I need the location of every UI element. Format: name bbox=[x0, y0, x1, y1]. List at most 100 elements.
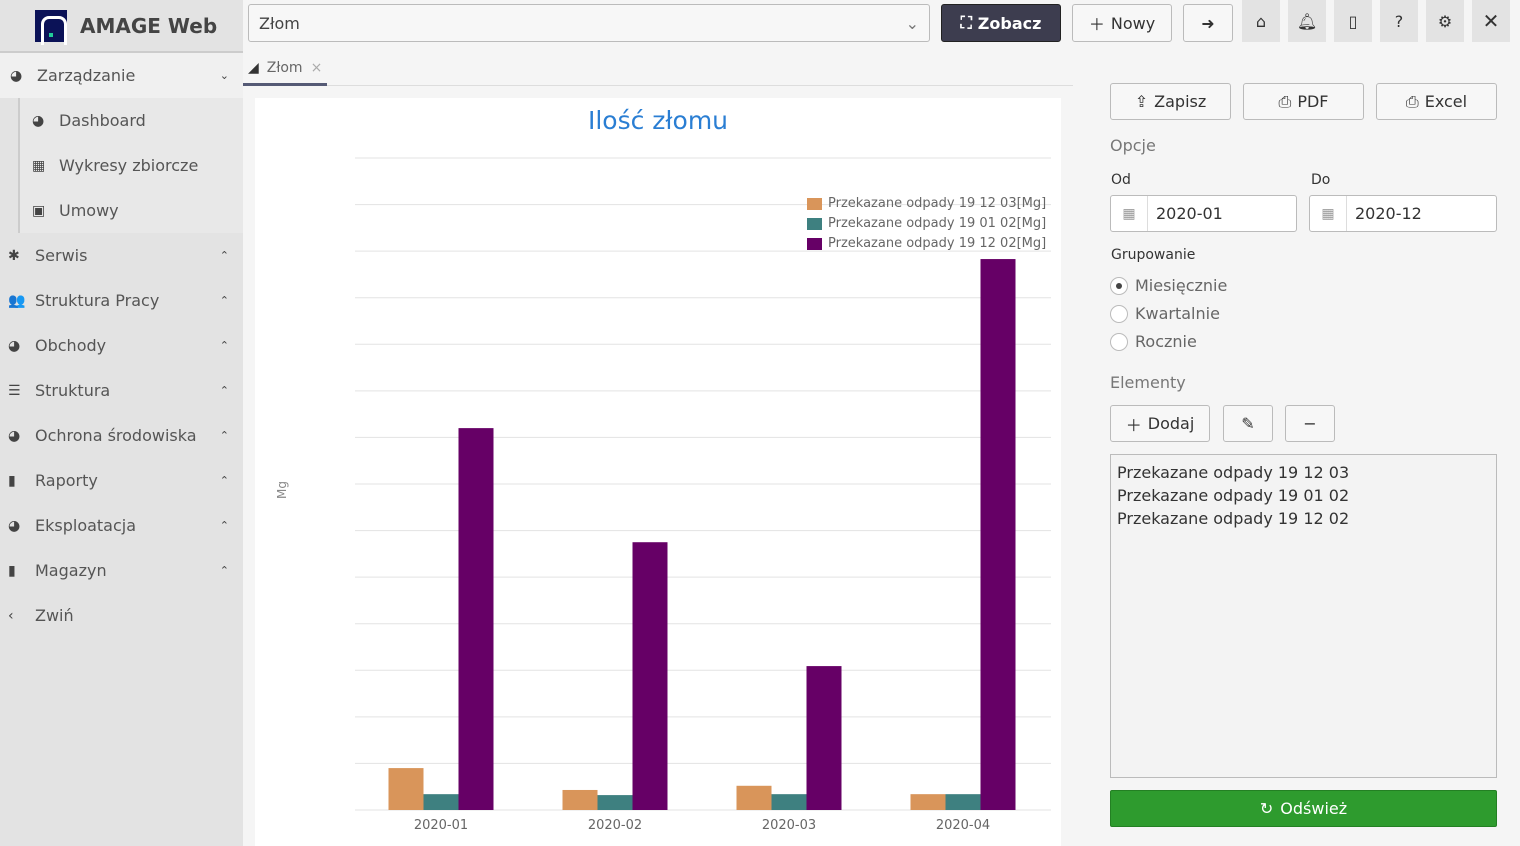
list-item[interactable]: Przekazane odpady 19 01 02 bbox=[1117, 486, 1350, 505]
pdf-button[interactable]: ⎙ PDF bbox=[1243, 83, 1364, 120]
question-icon: ? bbox=[1394, 11, 1404, 31]
chart-title: Ilość złomu bbox=[587, 106, 729, 135]
bar[interactable] bbox=[632, 542, 668, 810]
radio-quarterly[interactable]: Kwartalnie bbox=[1110, 304, 1220, 323]
chart-panel: Ilość złomu Mg Przekazane odpady 19 12 0… bbox=[255, 98, 1061, 846]
report-select[interactable]: Złom ⌄ bbox=[248, 4, 930, 42]
chevron-up-icon: ⌃ bbox=[219, 474, 229, 487]
area-chart-icon: ◢ bbox=[248, 59, 259, 76]
bar[interactable] bbox=[910, 794, 946, 810]
legend-item[interactable]: Przekazane odpady 19 12 02[Mg] bbox=[807, 234, 1046, 254]
minus-icon: − bbox=[1303, 414, 1317, 433]
options-heading: Opcje bbox=[1110, 136, 1156, 155]
app-title: AMAGE Web bbox=[80, 13, 218, 38]
home-icon: ⌂ bbox=[1255, 11, 1267, 31]
refresh-button[interactable]: ↻ Odśwież bbox=[1110, 790, 1497, 827]
x-tick-label: 2020-04 bbox=[935, 818, 991, 833]
radio-button[interactable] bbox=[1110, 276, 1128, 295]
sidebar-item-raporty[interactable]: ▮ Raporty ⌃ bbox=[8, 471, 229, 490]
plus-icon: ＋ bbox=[1125, 415, 1142, 435]
users-icon: 👥 bbox=[8, 292, 26, 309]
radio-monthly[interactable]: Miesięcznie bbox=[1110, 276, 1227, 295]
settings-button[interactable]: ⚙ bbox=[1426, 0, 1464, 42]
edit-element-button[interactable]: ✎ bbox=[1223, 405, 1273, 442]
remove-element-button[interactable]: − bbox=[1285, 405, 1335, 442]
tab-zlom[interactable]: ◢ Złom × bbox=[243, 52, 327, 86]
mobile-button[interactable]: ▯ bbox=[1334, 0, 1372, 42]
tab-divider bbox=[327, 85, 1073, 86]
close-tab-icon[interactable]: × bbox=[310, 59, 323, 76]
print-icon: ⎙ bbox=[1405, 91, 1419, 111]
sidebar-item-magazyn[interactable]: ▮ Magazyn ⌃ bbox=[8, 561, 229, 580]
to-date-field[interactable]: ▦ 2020-12 bbox=[1309, 195, 1497, 232]
amage-logo bbox=[35, 9, 67, 45]
sidebar-collapse[interactable]: ‹ Zwiń bbox=[8, 606, 74, 625]
plus-icon: ＋ bbox=[1088, 15, 1105, 34]
chevron-up-icon: ⌃ bbox=[219, 339, 229, 352]
sidebar-item-struktura-pracy[interactable]: 👥 Struktura Pracy ⌃ bbox=[8, 291, 229, 310]
bar[interactable] bbox=[806, 666, 842, 810]
radio-yearly[interactable]: Rocznie bbox=[1110, 332, 1197, 351]
legend-item[interactable]: Przekazane odpady 19 12 03[Mg] bbox=[807, 194, 1046, 214]
chevron-up-icon: ⌃ bbox=[219, 294, 229, 307]
radio-button[interactable] bbox=[1110, 332, 1128, 351]
brand[interactable]: AMAGE Web bbox=[0, 0, 243, 53]
go-button[interactable]: ➜ bbox=[1183, 4, 1233, 42]
x-tick-label: 2020-02 bbox=[587, 818, 643, 833]
chevron-up-icon: ⌃ bbox=[219, 429, 229, 442]
sidebar-item-dashboard[interactable]: ◕ Dashboard bbox=[32, 111, 146, 130]
dashboard-icon: ◕ bbox=[10, 67, 23, 84]
elements-list[interactable]: Przekazane odpady 19 12 03 Przekazane od… bbox=[1110, 454, 1497, 778]
chevron-down-icon: ⌄ bbox=[905, 13, 919, 33]
calendar-icon: ▦ bbox=[1111, 196, 1148, 231]
from-date-field[interactable]: ▦ 2020-01 bbox=[1110, 195, 1297, 232]
add-element-button[interactable]: ＋ Dodaj bbox=[1110, 405, 1210, 442]
close-icon: ✕ bbox=[1482, 9, 1500, 33]
sidebar-item-eksploatacja[interactable]: ◕ Eksploatacja ⌃ bbox=[8, 516, 229, 535]
chart-plot bbox=[355, 157, 1051, 811]
sidebar-item-serwis[interactable]: ✱ Serwis ⌃ bbox=[8, 246, 229, 265]
chart-icon: ▦ bbox=[32, 157, 46, 174]
sidebar-item-zarzadzanie[interactable]: ◕ Zarządzanie ⌄ bbox=[0, 53, 243, 98]
help-button[interactable]: ? bbox=[1380, 0, 1418, 42]
arrow-right-circle-icon: ➜ bbox=[1201, 13, 1215, 33]
to-label: Do bbox=[1311, 172, 1331, 188]
legend-item[interactable]: Przekazane odpady 19 01 02[Mg] bbox=[807, 214, 1046, 234]
bar[interactable] bbox=[562, 789, 598, 810]
bar[interactable] bbox=[458, 428, 494, 810]
dashboard-icon: ◕ bbox=[8, 427, 21, 444]
close-button[interactable]: ✕ bbox=[1472, 0, 1510, 42]
calendar-icon: ▦ bbox=[1310, 196, 1347, 231]
radio-button[interactable] bbox=[1110, 304, 1128, 323]
bar[interactable] bbox=[597, 795, 633, 810]
notifications-button[interactable]: 🔔︎ bbox=[1288, 0, 1326, 42]
bar[interactable] bbox=[423, 794, 459, 810]
list-item[interactable]: Przekazane odpady 19 12 03 bbox=[1117, 463, 1350, 482]
sidebar-item-umowy[interactable]: ▣ Umowy bbox=[32, 201, 119, 220]
sidebar: AMAGE Web ◕ Zarządzanie ⌄ ◕ Dashboard ▦ Wykr… bbox=[0, 0, 243, 846]
list-item[interactable]: Przekazane odpady 19 12 02 bbox=[1117, 509, 1350, 528]
new-button[interactable]: ＋ Nowy bbox=[1072, 4, 1172, 42]
submenu-zarzadzanie: ◕ Dashboard ▦ Wykresy zbiorcze ▣ Umowy bbox=[18, 98, 243, 233]
gear-icon: ⚙ bbox=[1437, 11, 1453, 31]
bar[interactable] bbox=[945, 794, 981, 810]
home-button[interactable]: ⌂ bbox=[1242, 0, 1280, 42]
refresh-icon: ↻ bbox=[1259, 799, 1274, 818]
excel-button[interactable]: ⎙ Excel bbox=[1376, 83, 1497, 120]
edit-icon: ✎ bbox=[1241, 414, 1255, 433]
sidebar-item-ochrona-srodowiska[interactable]: ◕ Ochrona środowiska ⌃ bbox=[8, 426, 229, 445]
bar[interactable] bbox=[980, 259, 1016, 810]
sidebar-item-wykresy-zbiorcze[interactable]: ▦ Wykresy zbiorcze bbox=[32, 156, 199, 175]
view-button[interactable]: ⛶ Zobacz bbox=[941, 4, 1061, 42]
sidebar-item-struktura[interactable]: ☰ Struktura ⌃ bbox=[8, 381, 229, 400]
x-tick-label: 2020-03 bbox=[761, 818, 817, 833]
bar[interactable] bbox=[388, 768, 424, 810]
bar[interactable] bbox=[736, 785, 772, 810]
save-button[interactable]: ⇪ Zapisz bbox=[1110, 83, 1231, 120]
sidebar-item-obchody[interactable]: ◕ Obchody ⌃ bbox=[8, 336, 229, 355]
legend-swatch bbox=[807, 238, 822, 250]
bell-icon: 🔔︎ bbox=[1296, 11, 1318, 31]
from-label: Od bbox=[1111, 172, 1131, 188]
print-icon: ⎙ bbox=[1278, 91, 1292, 111]
bar[interactable] bbox=[771, 794, 807, 810]
